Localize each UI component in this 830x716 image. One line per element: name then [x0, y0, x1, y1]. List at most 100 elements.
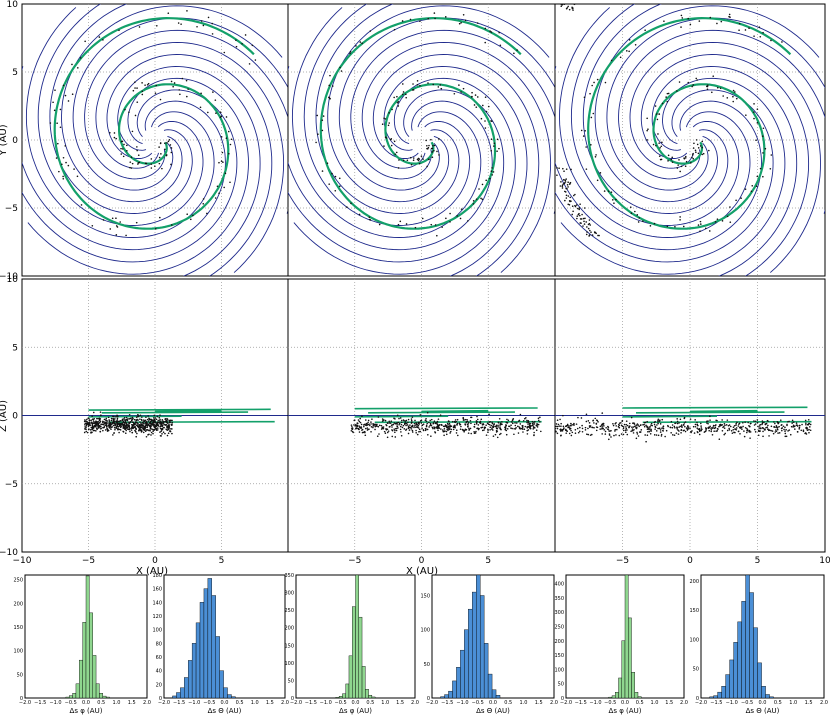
x-tick-label: −5	[82, 556, 95, 566]
particle	[626, 429, 628, 431]
particle	[109, 228, 112, 230]
particle	[776, 426, 779, 429]
particle	[65, 161, 67, 164]
particle	[485, 179, 488, 182]
hist-bar	[749, 592, 754, 699]
hist-x-tick: 0.0	[82, 700, 90, 706]
hist-bar	[717, 691, 722, 699]
particle	[723, 422, 726, 425]
particle	[594, 417, 597, 420]
particle	[680, 26, 682, 28]
particle	[738, 22, 741, 25]
particle	[757, 434, 760, 437]
particle	[718, 438, 721, 441]
particle	[490, 424, 493, 427]
particle	[164, 142, 166, 145]
particle	[431, 151, 434, 153]
particle	[650, 422, 653, 425]
hist-bar	[709, 696, 714, 699]
particle	[417, 424, 419, 427]
particle	[135, 435, 138, 438]
particle	[219, 111, 222, 113]
hist-bar	[476, 574, 481, 699]
particle	[431, 426, 434, 429]
hist-bar	[621, 640, 626, 699]
particle	[572, 210, 574, 213]
particle	[714, 221, 717, 223]
particle	[698, 428, 701, 430]
particle	[621, 420, 624, 423]
particle	[122, 430, 124, 433]
particle	[357, 428, 360, 431]
particle	[513, 433, 515, 436]
particle	[225, 137, 228, 139]
particle	[684, 157, 687, 159]
particle	[489, 429, 491, 431]
hist-x-tick: 0.0	[489, 700, 497, 706]
particle	[691, 156, 693, 159]
particle	[650, 428, 652, 431]
particle	[139, 414, 142, 417]
particle	[740, 197, 742, 200]
particle	[526, 426, 528, 428]
particle	[485, 110, 488, 113]
hist-y-tick: 50	[17, 672, 23, 678]
particle	[154, 92, 157, 94]
particle	[438, 426, 440, 429]
particle	[701, 428, 703, 431]
particle	[357, 419, 360, 421]
particle	[138, 428, 141, 431]
particle	[89, 429, 92, 431]
particle	[326, 162, 329, 164]
particle	[530, 424, 532, 427]
particle	[499, 423, 502, 426]
hist-x-tick: 1.0	[113, 700, 121, 706]
particle	[569, 428, 571, 430]
particle	[654, 105, 657, 107]
particle	[52, 101, 54, 104]
particle	[464, 423, 466, 425]
particle	[650, 424, 652, 426]
particle	[477, 427, 479, 430]
particle	[728, 427, 730, 430]
particle	[445, 430, 448, 433]
particle	[123, 417, 126, 419]
particle	[152, 417, 155, 419]
particle	[533, 426, 536, 429]
particle	[154, 421, 156, 423]
particle	[695, 139, 698, 141]
particle	[577, 431, 580, 434]
particle	[128, 418, 131, 420]
particle	[563, 182, 566, 184]
particle	[660, 433, 663, 436]
particle	[372, 425, 374, 427]
particle	[773, 426, 776, 429]
particle	[570, 429, 572, 432]
particle	[485, 434, 488, 436]
particle	[757, 425, 759, 428]
particle	[707, 420, 709, 422]
particle	[556, 427, 559, 430]
particle	[704, 227, 707, 230]
particle	[429, 422, 432, 425]
particle	[179, 93, 181, 96]
particle	[678, 159, 680, 161]
particle	[92, 419, 95, 421]
particle	[136, 432, 138, 435]
particle	[583, 220, 585, 223]
particle	[62, 84, 65, 87]
hist-frame	[431, 574, 555, 699]
particle	[157, 425, 160, 427]
particle	[699, 145, 702, 147]
particle	[351, 427, 354, 429]
particle	[393, 140, 396, 143]
particle	[417, 159, 420, 162]
hist-y-tick: 0	[20, 696, 23, 702]
particle	[632, 422, 634, 424]
hist-bar	[721, 686, 726, 699]
particle	[385, 428, 387, 430]
particle	[558, 167, 560, 170]
particle	[738, 29, 740, 32]
particle	[670, 420, 673, 423]
particle	[519, 427, 522, 430]
